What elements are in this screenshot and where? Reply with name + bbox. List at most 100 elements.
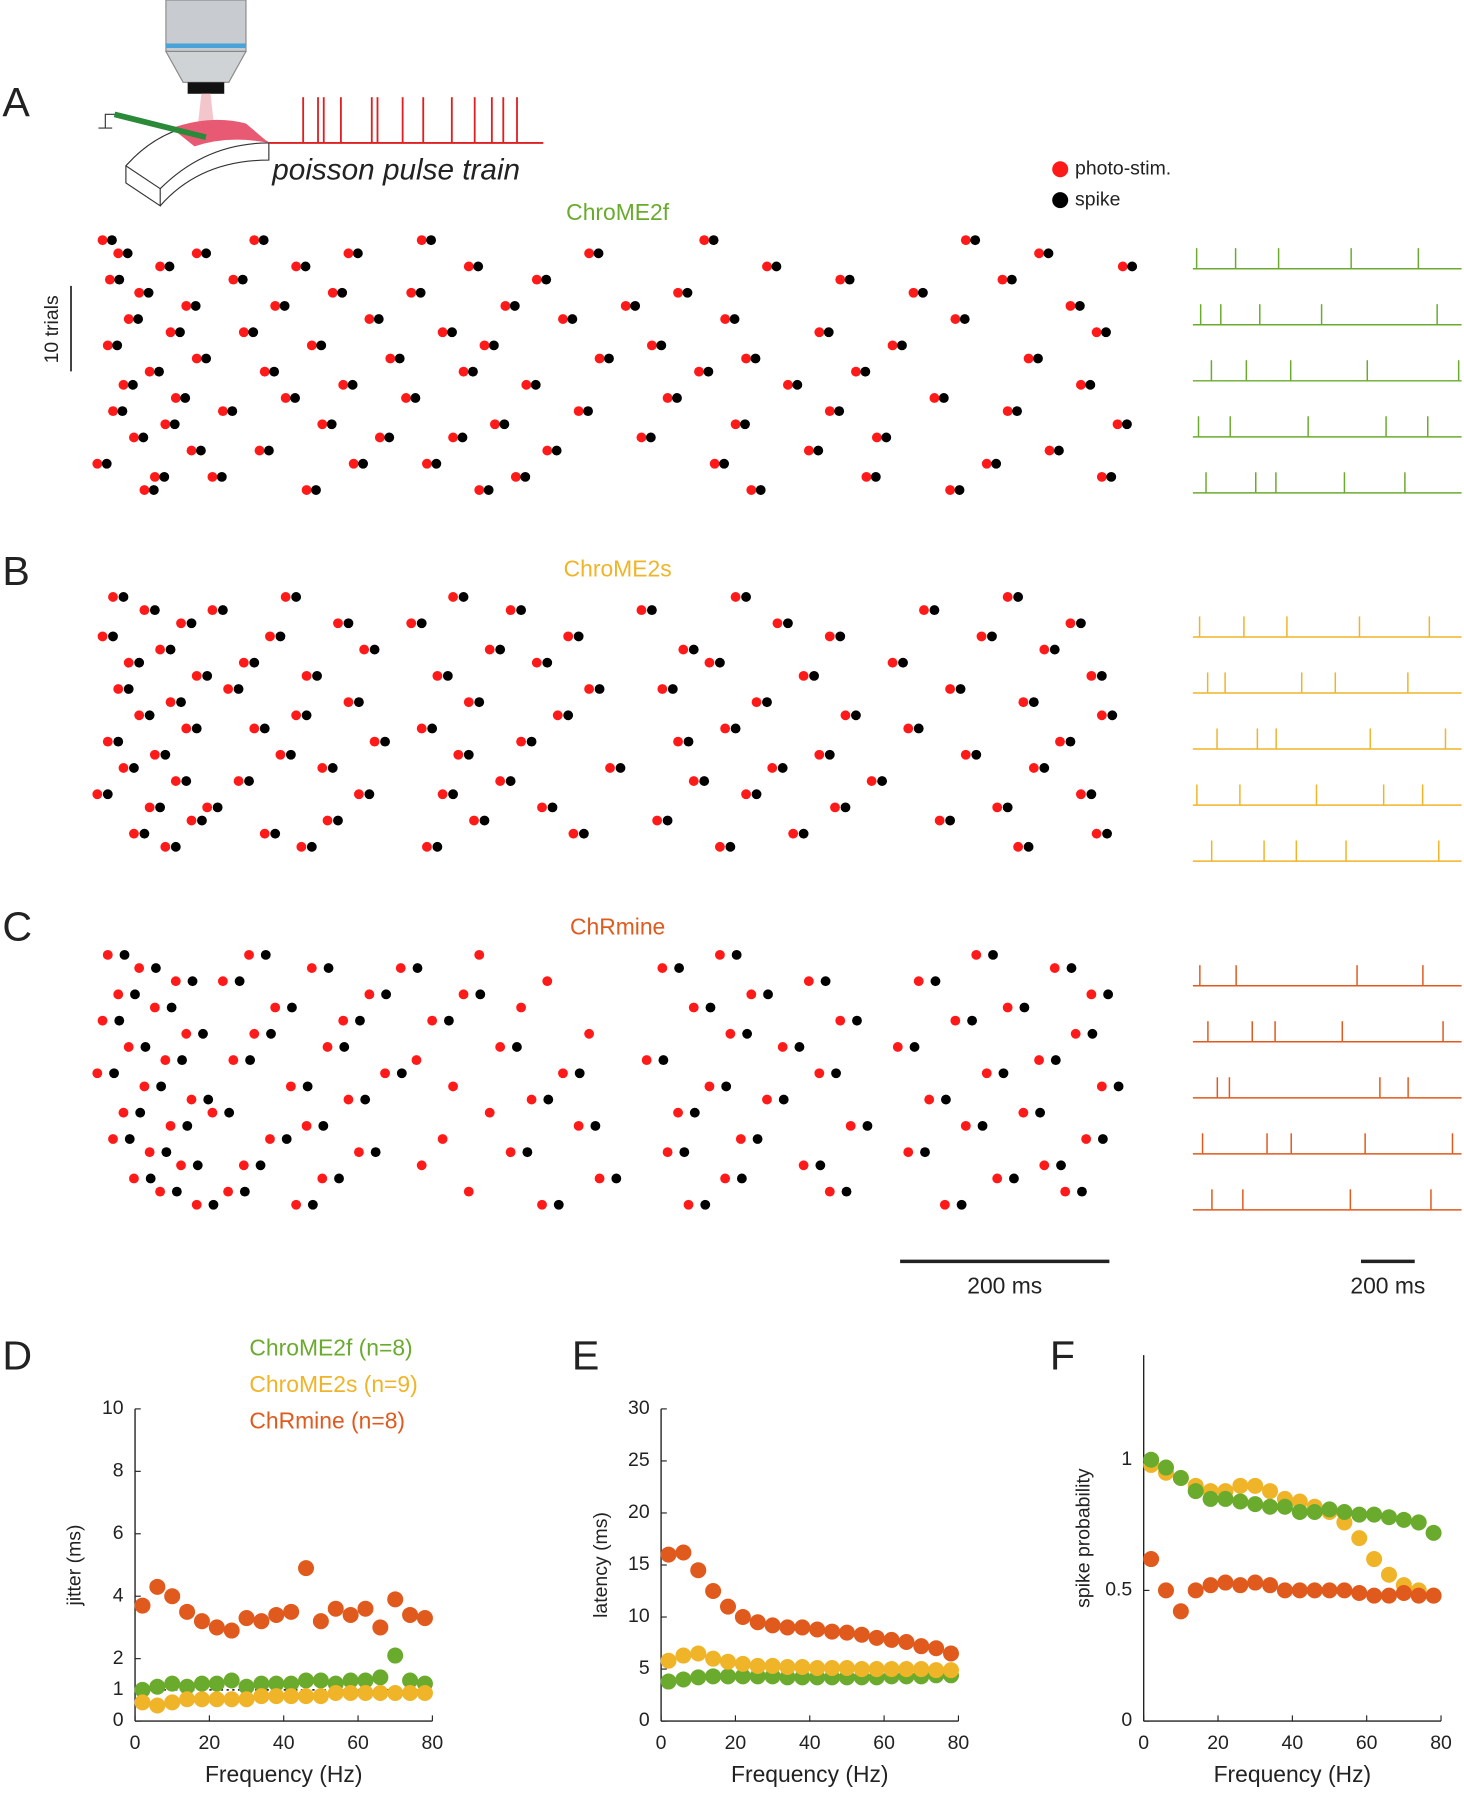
spike-dot (201, 248, 212, 259)
stim-dot (542, 976, 553, 987)
data-point (372, 1619, 389, 1636)
data-point (253, 1688, 270, 1705)
spike-dot (604, 353, 614, 364)
spike-dot (160, 749, 171, 760)
spike-dot (187, 976, 198, 987)
stim-dot (1086, 670, 1097, 681)
legend-entry: ChroME2f (n=8) (249, 1334, 412, 1360)
stim-dot (1028, 762, 1039, 773)
stim-dot (584, 684, 595, 694)
data-point (1306, 1503, 1323, 1520)
spike-dot (646, 605, 657, 616)
panel-letter: D (2, 1332, 32, 1378)
y-tick-label: 5 (639, 1657, 650, 1679)
spike-dot (237, 274, 248, 285)
spike-dot (114, 274, 125, 285)
stim-dot (207, 1107, 218, 1118)
spike-dot (967, 1015, 978, 1026)
stim-dot (301, 485, 312, 495)
stim-dot (317, 419, 328, 430)
data-point (1380, 1587, 1397, 1604)
stim-dot (422, 458, 432, 469)
spike-dot (522, 1147, 533, 1158)
data-point (1410, 1514, 1427, 1531)
data-point (1247, 1477, 1264, 1494)
stim-dot (160, 841, 171, 852)
spike-dot (750, 353, 761, 364)
stim-dot (584, 248, 595, 259)
spike-dot (245, 1055, 255, 1066)
spike-dot (149, 605, 160, 616)
spike-dot (483, 485, 494, 495)
stim-dot (97, 631, 108, 642)
stim-dot (270, 1002, 281, 1013)
stim-dot (662, 393, 673, 403)
spike-dot (1065, 736, 1076, 747)
data-point (416, 1684, 433, 1702)
spike-dot (954, 485, 965, 495)
stim-dot (720, 1173, 731, 1184)
y-tick-label: 20 (628, 1501, 650, 1523)
stim-dot (678, 644, 689, 655)
x-tick-label: 20 (1207, 1732, 1229, 1754)
spike-dot (917, 287, 928, 298)
data-point (1157, 1582, 1174, 1599)
stim-dot (1034, 248, 1044, 259)
data-point (690, 1669, 707, 1686)
spike-dot (145, 1173, 156, 1184)
spike-dot (844, 274, 855, 285)
data-point (734, 1609, 751, 1626)
data-point (238, 1691, 255, 1708)
spike-dot (1127, 261, 1138, 272)
data-point (1157, 1459, 1174, 1476)
stim-dot (929, 393, 940, 403)
stim-dot (835, 274, 846, 285)
stim-dot (170, 976, 181, 987)
stim-dot (1086, 989, 1097, 1000)
stim-dot (871, 432, 882, 443)
data-point (283, 1603, 300, 1620)
stim-dot (463, 261, 474, 272)
stim-dot (542, 445, 553, 456)
stim-dot (1002, 592, 1013, 602)
stim-dot (971, 949, 982, 960)
stim-dot (181, 300, 192, 311)
data-point (1247, 1574, 1264, 1591)
spike-dot (730, 723, 741, 734)
spike-dot (823, 327, 834, 338)
y-tick-label: 0.5 (1105, 1579, 1132, 1601)
spike-dot (260, 949, 271, 960)
y-tick-label: 6 (113, 1522, 124, 1544)
data-point (283, 1675, 300, 1692)
stim-dot (531, 657, 542, 668)
spike-dot (505, 776, 516, 786)
data-point (402, 1672, 419, 1689)
stim-dot (903, 723, 914, 734)
spike-dot (511, 1042, 522, 1052)
spike-dot (165, 644, 176, 655)
stim-dot (406, 618, 417, 629)
stim-dot (992, 1173, 1003, 1184)
data-point (1366, 1506, 1383, 1523)
spike-dot (416, 618, 427, 629)
stim-dot (322, 815, 333, 826)
data-point (402, 1606, 419, 1623)
data-point (705, 1583, 722, 1600)
stim-dot (343, 697, 354, 708)
stim-dot (919, 605, 929, 616)
stim-dot (673, 1107, 683, 1118)
spike-dot (1096, 670, 1107, 681)
data-point (1395, 1585, 1412, 1602)
stim-dot (129, 1173, 139, 1184)
stim-dot (129, 828, 139, 839)
spike-dot (740, 419, 750, 430)
stim-dot (317, 1173, 328, 1184)
spike-dot (138, 432, 149, 443)
stim-dot (228, 1055, 239, 1066)
spike-dot (159, 471, 170, 482)
spike-dot (101, 458, 112, 469)
stim-dot (134, 963, 145, 973)
spike-dot (234, 976, 245, 987)
stim-dot (814, 749, 825, 760)
spike-dot (275, 631, 286, 642)
